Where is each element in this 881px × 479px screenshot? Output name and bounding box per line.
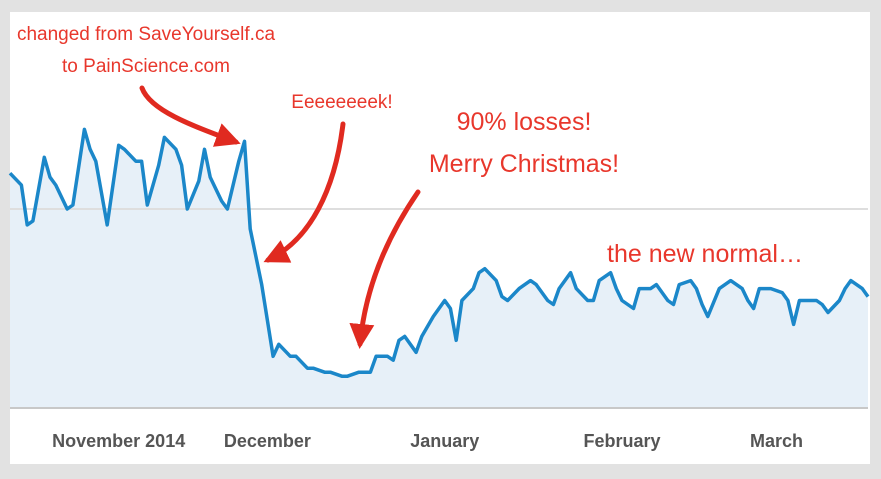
area-fill	[10, 129, 868, 408]
x-tick-label: December	[224, 431, 311, 451]
x-tick-label: February	[584, 431, 661, 451]
series-line	[8, 127, 870, 378]
x-tick-label: November 2014	[52, 431, 185, 451]
arrow	[263, 121, 346, 263]
annotation: to PainScience.com	[62, 56, 230, 77]
arrow	[139, 85, 241, 147]
annotation: Merry Christmas!	[429, 150, 619, 178]
x-tick-label: March	[750, 431, 803, 451]
annotation: the new normal…	[607, 240, 803, 268]
x-tick-label: January	[410, 431, 479, 451]
plot-area: November 2014 December January February Marc…	[8, 127, 870, 451]
annotation: Eeeeeeeek!	[291, 92, 392, 113]
annotation: changed from SaveYourself.ca	[17, 24, 276, 45]
arrow	[349, 189, 421, 349]
annotation: 90% losses!	[457, 108, 592, 136]
